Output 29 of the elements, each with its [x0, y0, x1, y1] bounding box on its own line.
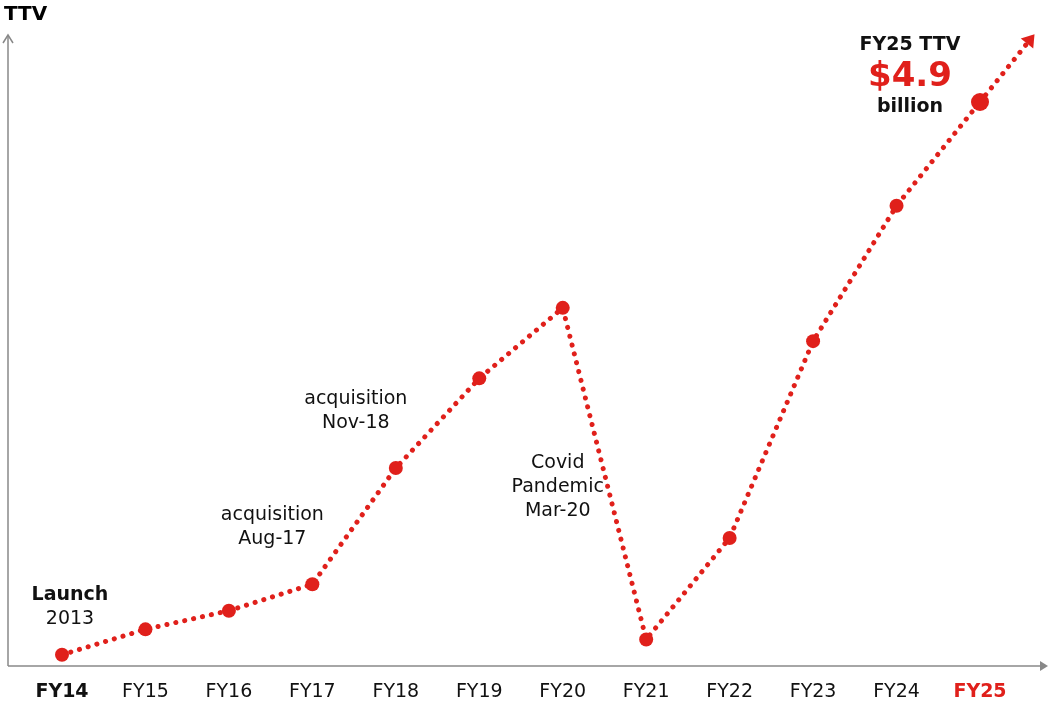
x-tick-label: FY22: [706, 679, 753, 701]
x-tick-label: FY19: [455, 679, 503, 701]
x-tick-label: FY16: [205, 679, 253, 701]
point: [138, 622, 153, 637]
annotation: Covid Pandemic Mar-20: [511, 449, 604, 520]
x-tick-label: FY18: [372, 679, 420, 701]
point: [555, 300, 570, 315]
x-tick-label: FY17: [289, 679, 336, 701]
point: [722, 530, 737, 545]
y-axis-title: TTV: [4, 1, 48, 25]
point: [472, 371, 487, 386]
x-tick-label: FY20: [539, 679, 587, 701]
x-tick-label: FY23: [789, 679, 837, 701]
annotation: acquisition Nov-18: [304, 386, 408, 433]
point: [388, 461, 403, 476]
point: [55, 647, 69, 662]
point: [639, 632, 654, 647]
x-tick-label: FY24: [873, 679, 920, 701]
point: [305, 577, 320, 592]
x-tick-label: FY21: [622, 679, 670, 701]
annotation: FY25 TTV $4.9 billion: [859, 32, 961, 116]
x-tick-label: FY14: [35, 679, 89, 701]
annotation: Launch 2013: [31, 581, 109, 628]
x-tick-label: FY15: [122, 679, 169, 701]
point: [889, 198, 904, 213]
point: [221, 603, 236, 618]
x-tick-label: FY25: [953, 679, 1007, 701]
annotation: acquisition Aug-17: [220, 502, 324, 549]
point: [806, 334, 821, 349]
